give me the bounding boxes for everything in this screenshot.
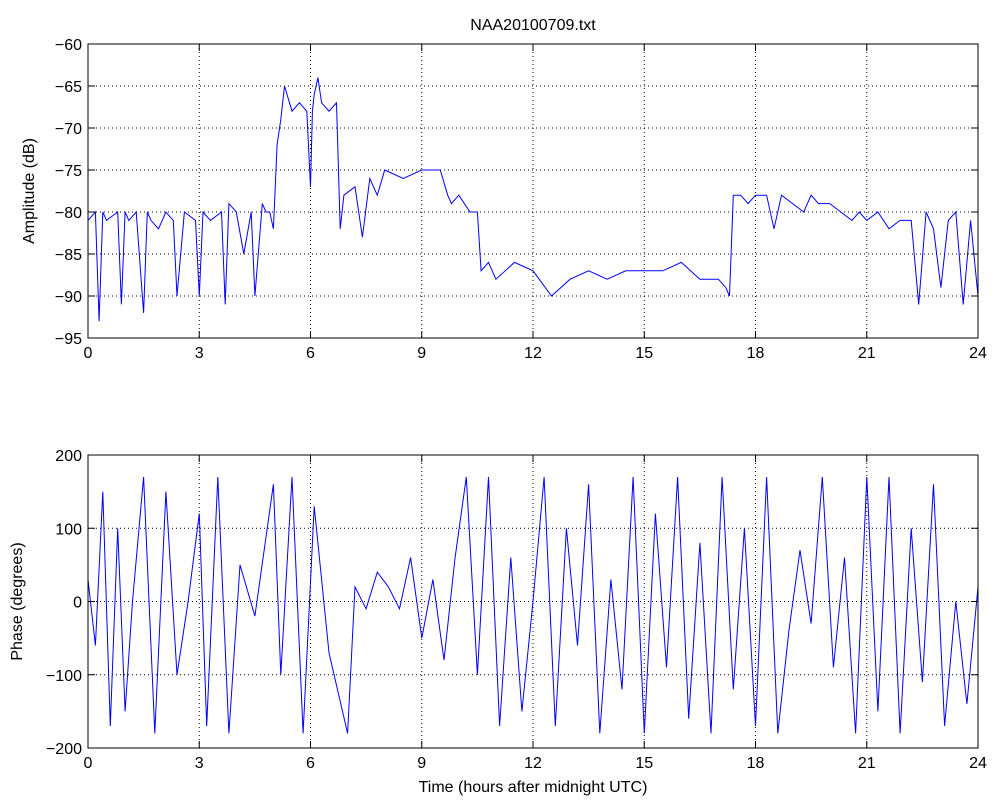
y-tick-label: 100 bbox=[55, 521, 82, 538]
x-tick-label: 21 bbox=[858, 345, 876, 362]
x-tick-label: 15 bbox=[635, 345, 653, 362]
y-tick-label: −65 bbox=[55, 79, 82, 96]
y-tick-label: −100 bbox=[46, 668, 82, 685]
y-axis-label: Amplitude (dB) bbox=[21, 138, 38, 244]
amplitude-plot: 0 3 6 9 12 15 18 21 24 −95 −90 −85 −80 −75 −70 −65 −60 Am… bbox=[21, 37, 987, 362]
y-tick-label: −75 bbox=[55, 163, 82, 180]
x-tick-label: 18 bbox=[747, 755, 765, 772]
x-tick-label: 9 bbox=[417, 755, 426, 772]
y-tick-label: −80 bbox=[55, 205, 82, 222]
x-tick-label: 6 bbox=[306, 345, 315, 362]
amplitude-series-line bbox=[87, 77, 979, 322]
x-tick-label: 9 bbox=[417, 345, 426, 362]
phase-series-line bbox=[87, 476, 979, 734]
x-tick-label: 12 bbox=[524, 345, 542, 362]
x-tick-label: 15 bbox=[635, 755, 653, 772]
x-tick-label: 12 bbox=[524, 755, 542, 772]
figure-title: NAA20100709.txt bbox=[470, 17, 596, 34]
x-tick-label: 6 bbox=[306, 755, 315, 772]
phase-plot: 0 3 6 9 12 15 18 21 24 −200 −100 0 100 200 Phase (degr… bbox=[9, 448, 987, 796]
x-axis-label: Time (hours after midnight UTC) bbox=[419, 779, 648, 796]
y-tick-label: −200 bbox=[46, 741, 82, 758]
x-tick-label: 0 bbox=[84, 345, 93, 362]
y-tick-label: −85 bbox=[55, 247, 82, 264]
x-tick-label: 18 bbox=[747, 345, 765, 362]
x-tick-label: 24 bbox=[969, 755, 987, 772]
y-axis-label: Phase (degrees) bbox=[9, 542, 26, 660]
x-tick-label: 24 bbox=[969, 345, 987, 362]
y-tick-label: −60 bbox=[55, 37, 82, 54]
y-tick-label: −90 bbox=[55, 289, 82, 306]
y-tick-label: 200 bbox=[55, 448, 82, 465]
y-tick-label: 0 bbox=[73, 595, 82, 612]
y-tick-label: −95 bbox=[55, 331, 82, 348]
x-tick-label: 0 bbox=[84, 755, 93, 772]
y-tick-label: −70 bbox=[55, 121, 82, 138]
x-tick-label: 21 bbox=[858, 755, 876, 772]
x-tick-label: 3 bbox=[195, 755, 204, 772]
x-tick-label: 3 bbox=[195, 345, 204, 362]
